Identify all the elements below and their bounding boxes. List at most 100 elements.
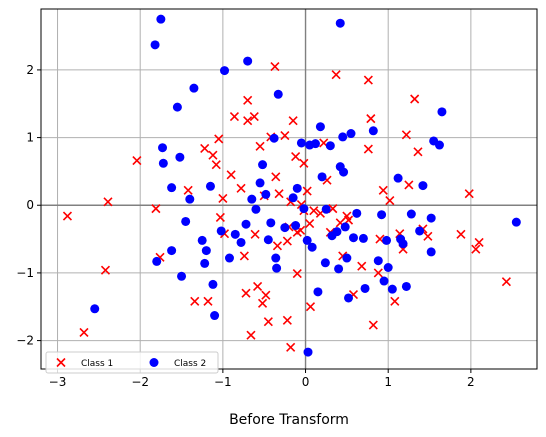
point-class-1 (243, 116, 253, 126)
x-axis-label: Before Transform (229, 412, 349, 428)
point-class-1 (229, 112, 240, 122)
point-class-1 (280, 130, 290, 141)
point-class-2 (426, 247, 436, 257)
point-class-1 (292, 269, 302, 279)
point-class-2 (261, 189, 271, 199)
point-class-1 (288, 116, 298, 126)
point-class-1 (62, 211, 73, 221)
point-class-2 (334, 264, 344, 274)
point-class-2 (387, 284, 397, 294)
point-class-1 (366, 114, 376, 124)
point-class-2 (220, 66, 230, 76)
point-class-2 (230, 229, 240, 239)
point-class-2 (269, 133, 279, 143)
point-class-1 (368, 320, 378, 330)
x-tick-label: −1 (214, 375, 232, 389)
point-class-2 (338, 132, 348, 142)
point-class-1 (413, 147, 423, 157)
point-class-2 (377, 210, 387, 220)
point-class-2 (379, 276, 389, 286)
point-class-1 (236, 183, 246, 193)
y-tick-label: 1 (26, 131, 34, 145)
point-class-1 (456, 229, 466, 239)
point-class-2 (315, 122, 325, 132)
point-class-2 (296, 138, 306, 148)
legend-label-class-2: Class 2 (174, 359, 206, 369)
point-class-1 (103, 197, 113, 207)
point-class-2 (340, 222, 350, 232)
point-class-1 (215, 212, 225, 222)
axis-ticks: −3 −2 −1 0 1 2 −2 −1 0 1 2 (16, 63, 474, 389)
point-class-2 (175, 152, 185, 162)
point-class-2 (418, 181, 428, 191)
point-class-1 (255, 141, 265, 151)
point-class-2 (401, 281, 411, 291)
point-class-1 (305, 302, 316, 312)
point-class-1 (390, 296, 400, 306)
point-class-1 (401, 130, 411, 140)
point-class-1 (214, 134, 224, 144)
point-class-2 (406, 209, 416, 219)
point-class-2 (310, 139, 320, 149)
point-class-2 (303, 347, 313, 357)
point-class-2 (321, 204, 331, 214)
point-class-2 (511, 217, 521, 227)
point-class-2 (291, 221, 301, 231)
point-class-1 (79, 327, 89, 338)
legend-x-marker (56, 357, 66, 368)
x-tick-label: −3 (49, 375, 67, 389)
x-tick-label: 0 (302, 375, 310, 389)
legend-label-class-1: Class 1 (81, 359, 113, 369)
point-class-2 (272, 263, 282, 273)
point-class-2 (342, 253, 352, 263)
point-class-2 (360, 283, 370, 293)
point-class-2 (258, 160, 268, 170)
point-class-1 (363, 75, 373, 85)
point-class-2 (90, 304, 100, 314)
point-class-1 (263, 317, 273, 327)
point-class-2 (167, 183, 177, 193)
point-class-1 (272, 241, 282, 251)
y-tick-label: −2 (16, 334, 34, 348)
point-class-2 (437, 107, 447, 117)
point-class-2 (317, 172, 327, 182)
point-class-2 (302, 235, 312, 245)
point-class-1 (302, 186, 312, 196)
point-class-1 (282, 315, 292, 325)
y-tick-label: 0 (26, 198, 34, 212)
point-class-2 (205, 181, 215, 191)
point-class-2 (344, 293, 354, 303)
point-class-2 (348, 233, 358, 243)
point-class-1 (282, 236, 292, 246)
point-class-1 (200, 143, 210, 153)
point-class-2 (241, 219, 251, 229)
point-class-2 (150, 40, 160, 50)
point-class-2 (382, 235, 392, 245)
point-class-2 (426, 213, 436, 223)
point-class-2 (346, 129, 356, 139)
point-class-1 (373, 268, 383, 278)
point-class-2 (181, 216, 191, 226)
legend-box (45, 351, 219, 374)
point-class-1 (305, 218, 315, 229)
point-class-1 (464, 189, 474, 199)
point-class-1 (331, 70, 341, 80)
point-class-2 (189, 83, 199, 93)
y-tick-label: 2 (26, 63, 34, 77)
point-class-2 (271, 253, 281, 263)
point-class-2 (172, 102, 182, 112)
point-class-1 (271, 172, 281, 182)
point-class-1 (208, 150, 218, 160)
point-class-2 (288, 193, 298, 203)
point-class-2 (339, 167, 349, 177)
legend-marker-class-2 (149, 358, 159, 367)
point-class-1 (183, 185, 193, 195)
point-class-1 (218, 193, 228, 204)
point-class-1 (249, 112, 259, 122)
point-class-1 (151, 204, 161, 214)
point-class-2 (434, 140, 444, 150)
point-class-1 (132, 156, 142, 166)
point-class-2 (292, 183, 302, 193)
point-class-1 (239, 251, 249, 261)
